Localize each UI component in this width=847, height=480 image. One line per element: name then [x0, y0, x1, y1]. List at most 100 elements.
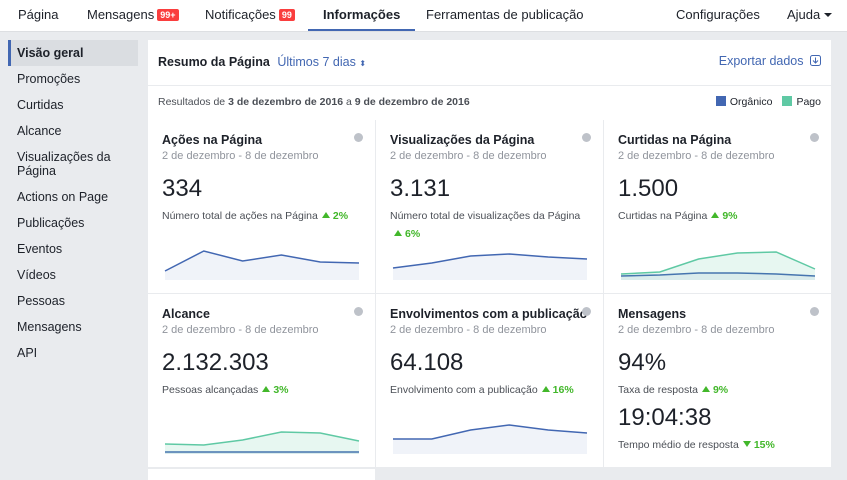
sparkline-line [164, 431, 360, 446]
nav-link[interactable]: Configurações [676, 0, 760, 31]
card-date: 2 de dezembro - 8 de dezembro [390, 150, 547, 162]
sparkline-line [392, 253, 588, 269]
export-button[interactable]: Exportar dados [719, 54, 821, 68]
metric-change: 9% [707, 210, 738, 222]
sidebar-item[interactable]: Actions on Page [17, 190, 109, 204]
metric-change: 15% [739, 439, 775, 451]
tab-label: Ferramentas de publicação [426, 7, 584, 22]
sparkline-area [165, 251, 359, 280]
tab-label: Mensagens [87, 7, 155, 22]
badge: 99 [278, 9, 295, 21]
sparkline [164, 431, 360, 454]
metric-change: 16% [538, 384, 574, 396]
sidebar-item[interactable]: Curtidas [17, 98, 64, 112]
sidebar-item[interactable]: Publicações [17, 216, 85, 230]
metric-value: 94% [618, 349, 667, 376]
nav-tab[interactable]: Mensagens 99+ [87, 0, 179, 31]
sidebar-item[interactable]: Pessoas [17, 294, 65, 308]
insight-card: Alcance 2 de dezembro - 8 de dezembro 2.13… [148, 294, 375, 467]
insight-card: Ações na Página 2 de dezembro - 8 de deze… [148, 120, 375, 293]
card-title: Curtidas na Página [618, 133, 732, 147]
card-title: Visualizações da Página [390, 133, 535, 147]
sidebar-item[interactable]: API [17, 346, 38, 360]
sparkline-line [620, 272, 816, 277]
card-date: 2 de dezembro - 8 de dezembro [618, 150, 775, 162]
sidebar-item[interactable]: Vídeos [17, 268, 56, 282]
metric-caption: Número total de ações na Página 2% [162, 206, 362, 224]
card-title: Mensagens [618, 307, 687, 321]
period-select[interactable]: Últimos 7 dias ⬍ [277, 55, 366, 69]
metric-value: 334 [162, 175, 203, 202]
top-nav: Página Mensagens 99+ Notificações 99 Infor… [0, 0, 847, 32]
sidebar-item[interactable]: Alcance [17, 124, 62, 138]
change-arrow [394, 230, 402, 236]
metric-label: Tempo médio de resposta [618, 439, 739, 451]
change-value: 9% [722, 210, 738, 222]
nav-tab[interactable]: Ferramentas de publicação [426, 0, 584, 31]
sidebar-item[interactable]: Promoções [17, 72, 81, 86]
metric-label: Curtidas na Página [618, 210, 708, 222]
sidebar-item[interactable]: Visão geral [8, 40, 138, 66]
info-icon [810, 307, 819, 316]
change-arrow [742, 441, 751, 447]
metric-caption: Taxa de resposta 9% [618, 380, 818, 398]
legend-swatch [782, 96, 793, 106]
sparkline-line [393, 424, 588, 440]
change-value: 16% [552, 384, 574, 396]
sparkline-area [165, 432, 359, 454]
info-icon [582, 133, 591, 142]
card-date: 2 de dezembro - 8 de dezembro [162, 324, 319, 336]
card-date: 2 de dezembro - 8 de dezembro [390, 324, 547, 336]
insight-card: Mensagens 2 de dezembro - 8 de dezembro 94… [604, 294, 831, 467]
metric-label: Taxa de resposta [618, 384, 698, 396]
nav-tab[interactable]: Página [18, 0, 58, 31]
results-date: 9 de dezembro de 2016 [354, 96, 470, 108]
select-arrows: ⬍ [359, 59, 367, 68]
header-row: Resumo da Página Últimos 7 dias ⬍ [158, 55, 366, 69]
metric-label: Número total de visualizações da Página [390, 210, 581, 222]
legend-label: Pago [796, 96, 821, 108]
metric-value: 2.132.303 [162, 349, 269, 376]
metric-caption: Tempo médio de resposta 15% [618, 435, 818, 453]
legend-swatch [715, 96, 726, 106]
nav-link[interactable]: Ajuda [787, 0, 833, 31]
metric-caption: Envolvimento com a publicação 16% [390, 380, 590, 398]
insight-card: Curtidas na Página 2 de dezembro - 8 de d… [604, 120, 831, 293]
metric-change: 2% [318, 210, 348, 222]
card-title: Alcance [162, 307, 210, 321]
card-title: Ações na Página [162, 133, 263, 147]
results-text: Resultados de [158, 96, 226, 108]
sidebar-item[interactable]: Visualizações da Página [17, 150, 111, 178]
card-date: 2 de dezembro - 8 de dezembro [162, 150, 319, 162]
legend-label: Orgânico [729, 96, 773, 108]
sidebar-item[interactable]: Mensagens [17, 320, 82, 334]
sparkline-area [621, 252, 815, 280]
metric-change: 6% [390, 228, 420, 240]
metric-label: Pessoas alcançadas [162, 384, 259, 396]
nav-tab[interactable]: Informações [308, 0, 416, 31]
insight-card: Envolvimentos com a publicação 2 de dezem… [376, 294, 603, 467]
legend: Orgânico Pago [706, 96, 821, 108]
metric-change: 3% [258, 384, 289, 396]
sidebar-item[interactable]: Eventos [17, 242, 63, 256]
link-label: Configurações [676, 7, 760, 22]
export-icon [810, 55, 821, 66]
sparkline-area [393, 425, 587, 454]
nav-tab[interactable]: Notificações 99 [205, 0, 295, 31]
summary-header: Resumo da Página Últimos 7 dias ⬍ Export… [148, 40, 831, 120]
metric-value: 3.131 [390, 175, 451, 202]
metric-value: 1.500 [618, 175, 679, 202]
tab-label: Notificações [205, 7, 276, 22]
metric-change: 9% [698, 384, 728, 396]
sparkline-line [164, 250, 360, 272]
metric-label: Número total de ações na Página [162, 210, 318, 222]
sparkline [392, 253, 588, 280]
change-arrow [701, 386, 710, 392]
change-value: 9% [712, 384, 729, 396]
sparkline [620, 251, 816, 280]
change-arrow [711, 212, 720, 218]
period-label: Últimos 7 dias [277, 55, 356, 69]
change-value: 15% [753, 439, 775, 451]
card-partial [148, 469, 375, 480]
change-arrow [321, 212, 330, 218]
